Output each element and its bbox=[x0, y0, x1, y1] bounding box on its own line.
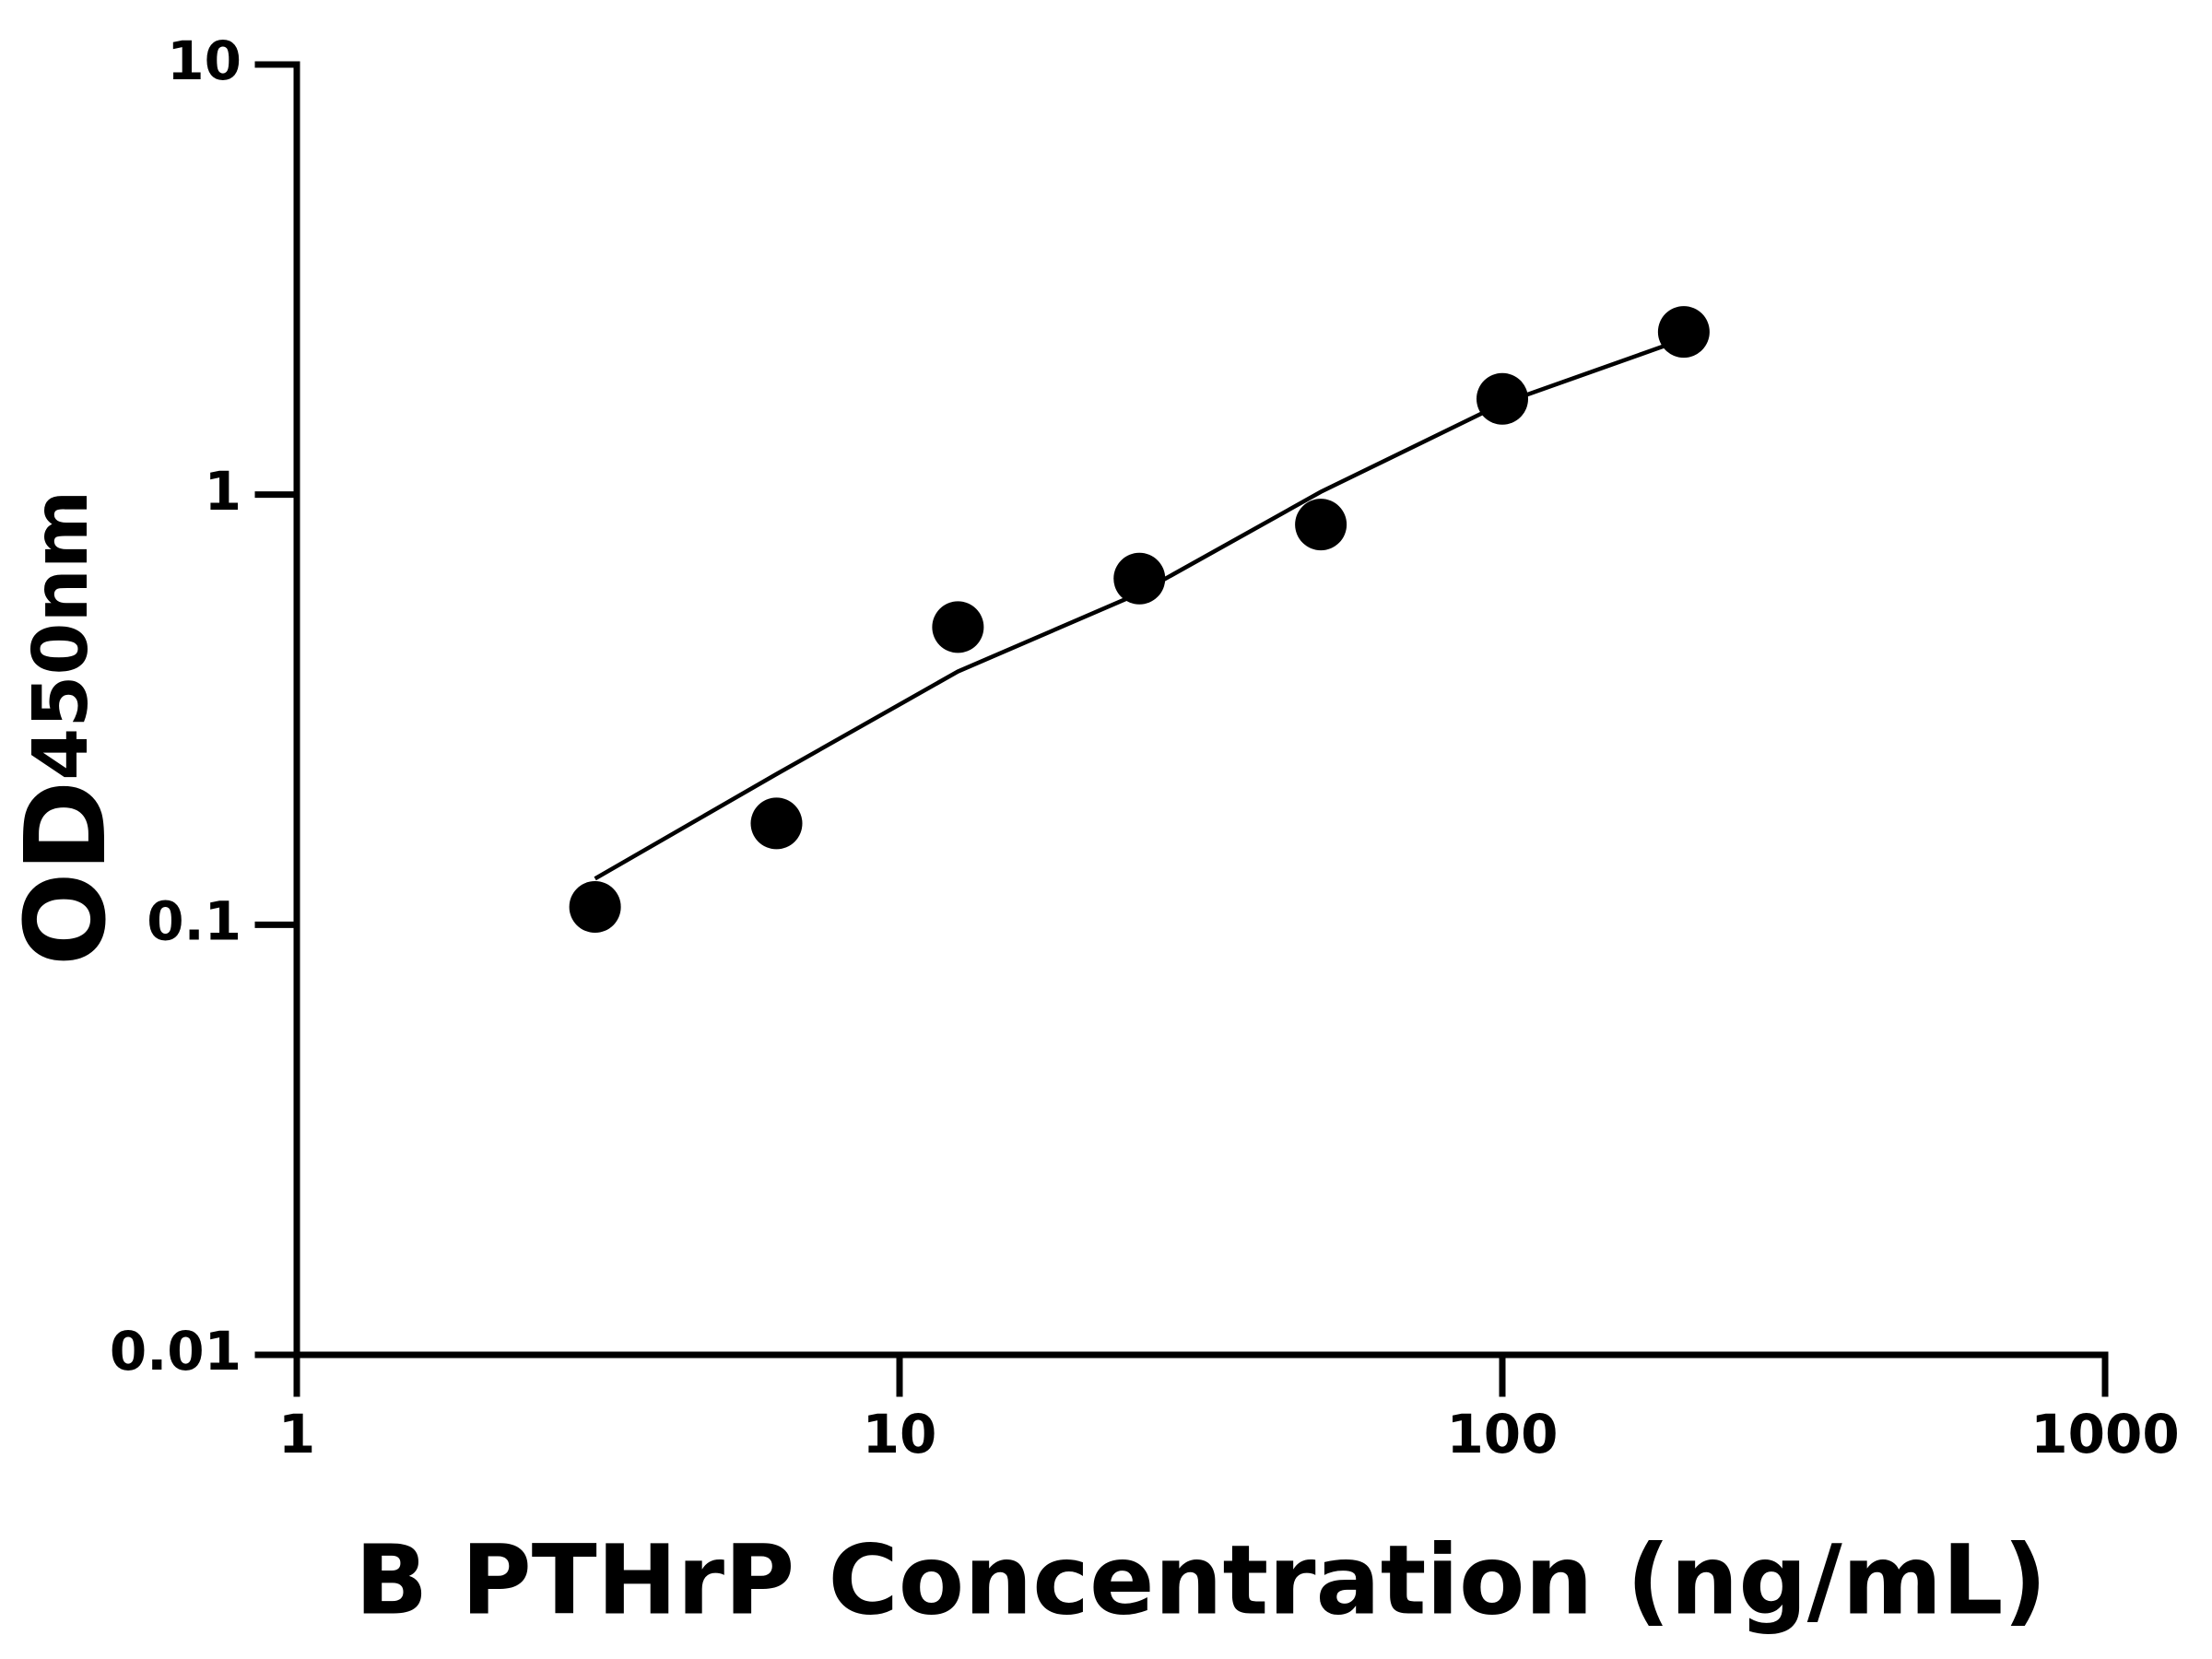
y-axis-label-main: OD bbox=[3, 781, 131, 967]
data-point bbox=[750, 797, 803, 850]
y-axis-label-group: OD450nm bbox=[3, 490, 131, 967]
y-tick-label: 1 bbox=[205, 460, 241, 523]
x-tick-label: 10 bbox=[863, 1403, 937, 1465]
data-point bbox=[1295, 499, 1347, 551]
data-point bbox=[1477, 372, 1528, 425]
x-tick-label: 1000 bbox=[2030, 1403, 2179, 1465]
data-point bbox=[569, 881, 621, 934]
fit-line bbox=[594, 336, 1685, 881]
y-tick-label: 0.1 bbox=[147, 889, 241, 952]
x-tick-label: 1 bbox=[278, 1403, 315, 1465]
data-point bbox=[1113, 552, 1166, 605]
data-point bbox=[932, 601, 984, 653]
y-axis-label-sub: 450nm bbox=[18, 490, 105, 781]
x-tick-label: 100 bbox=[1446, 1403, 1558, 1465]
y-tick-label: 10 bbox=[167, 29, 241, 92]
data-point bbox=[1657, 306, 1710, 359]
y-axis-label: OD450nm bbox=[3, 490, 131, 967]
y-tick-label: 0.01 bbox=[110, 1320, 241, 1382]
x-axis-label: B PTHrP Concentration (ng/mL) bbox=[355, 1524, 2047, 1636]
